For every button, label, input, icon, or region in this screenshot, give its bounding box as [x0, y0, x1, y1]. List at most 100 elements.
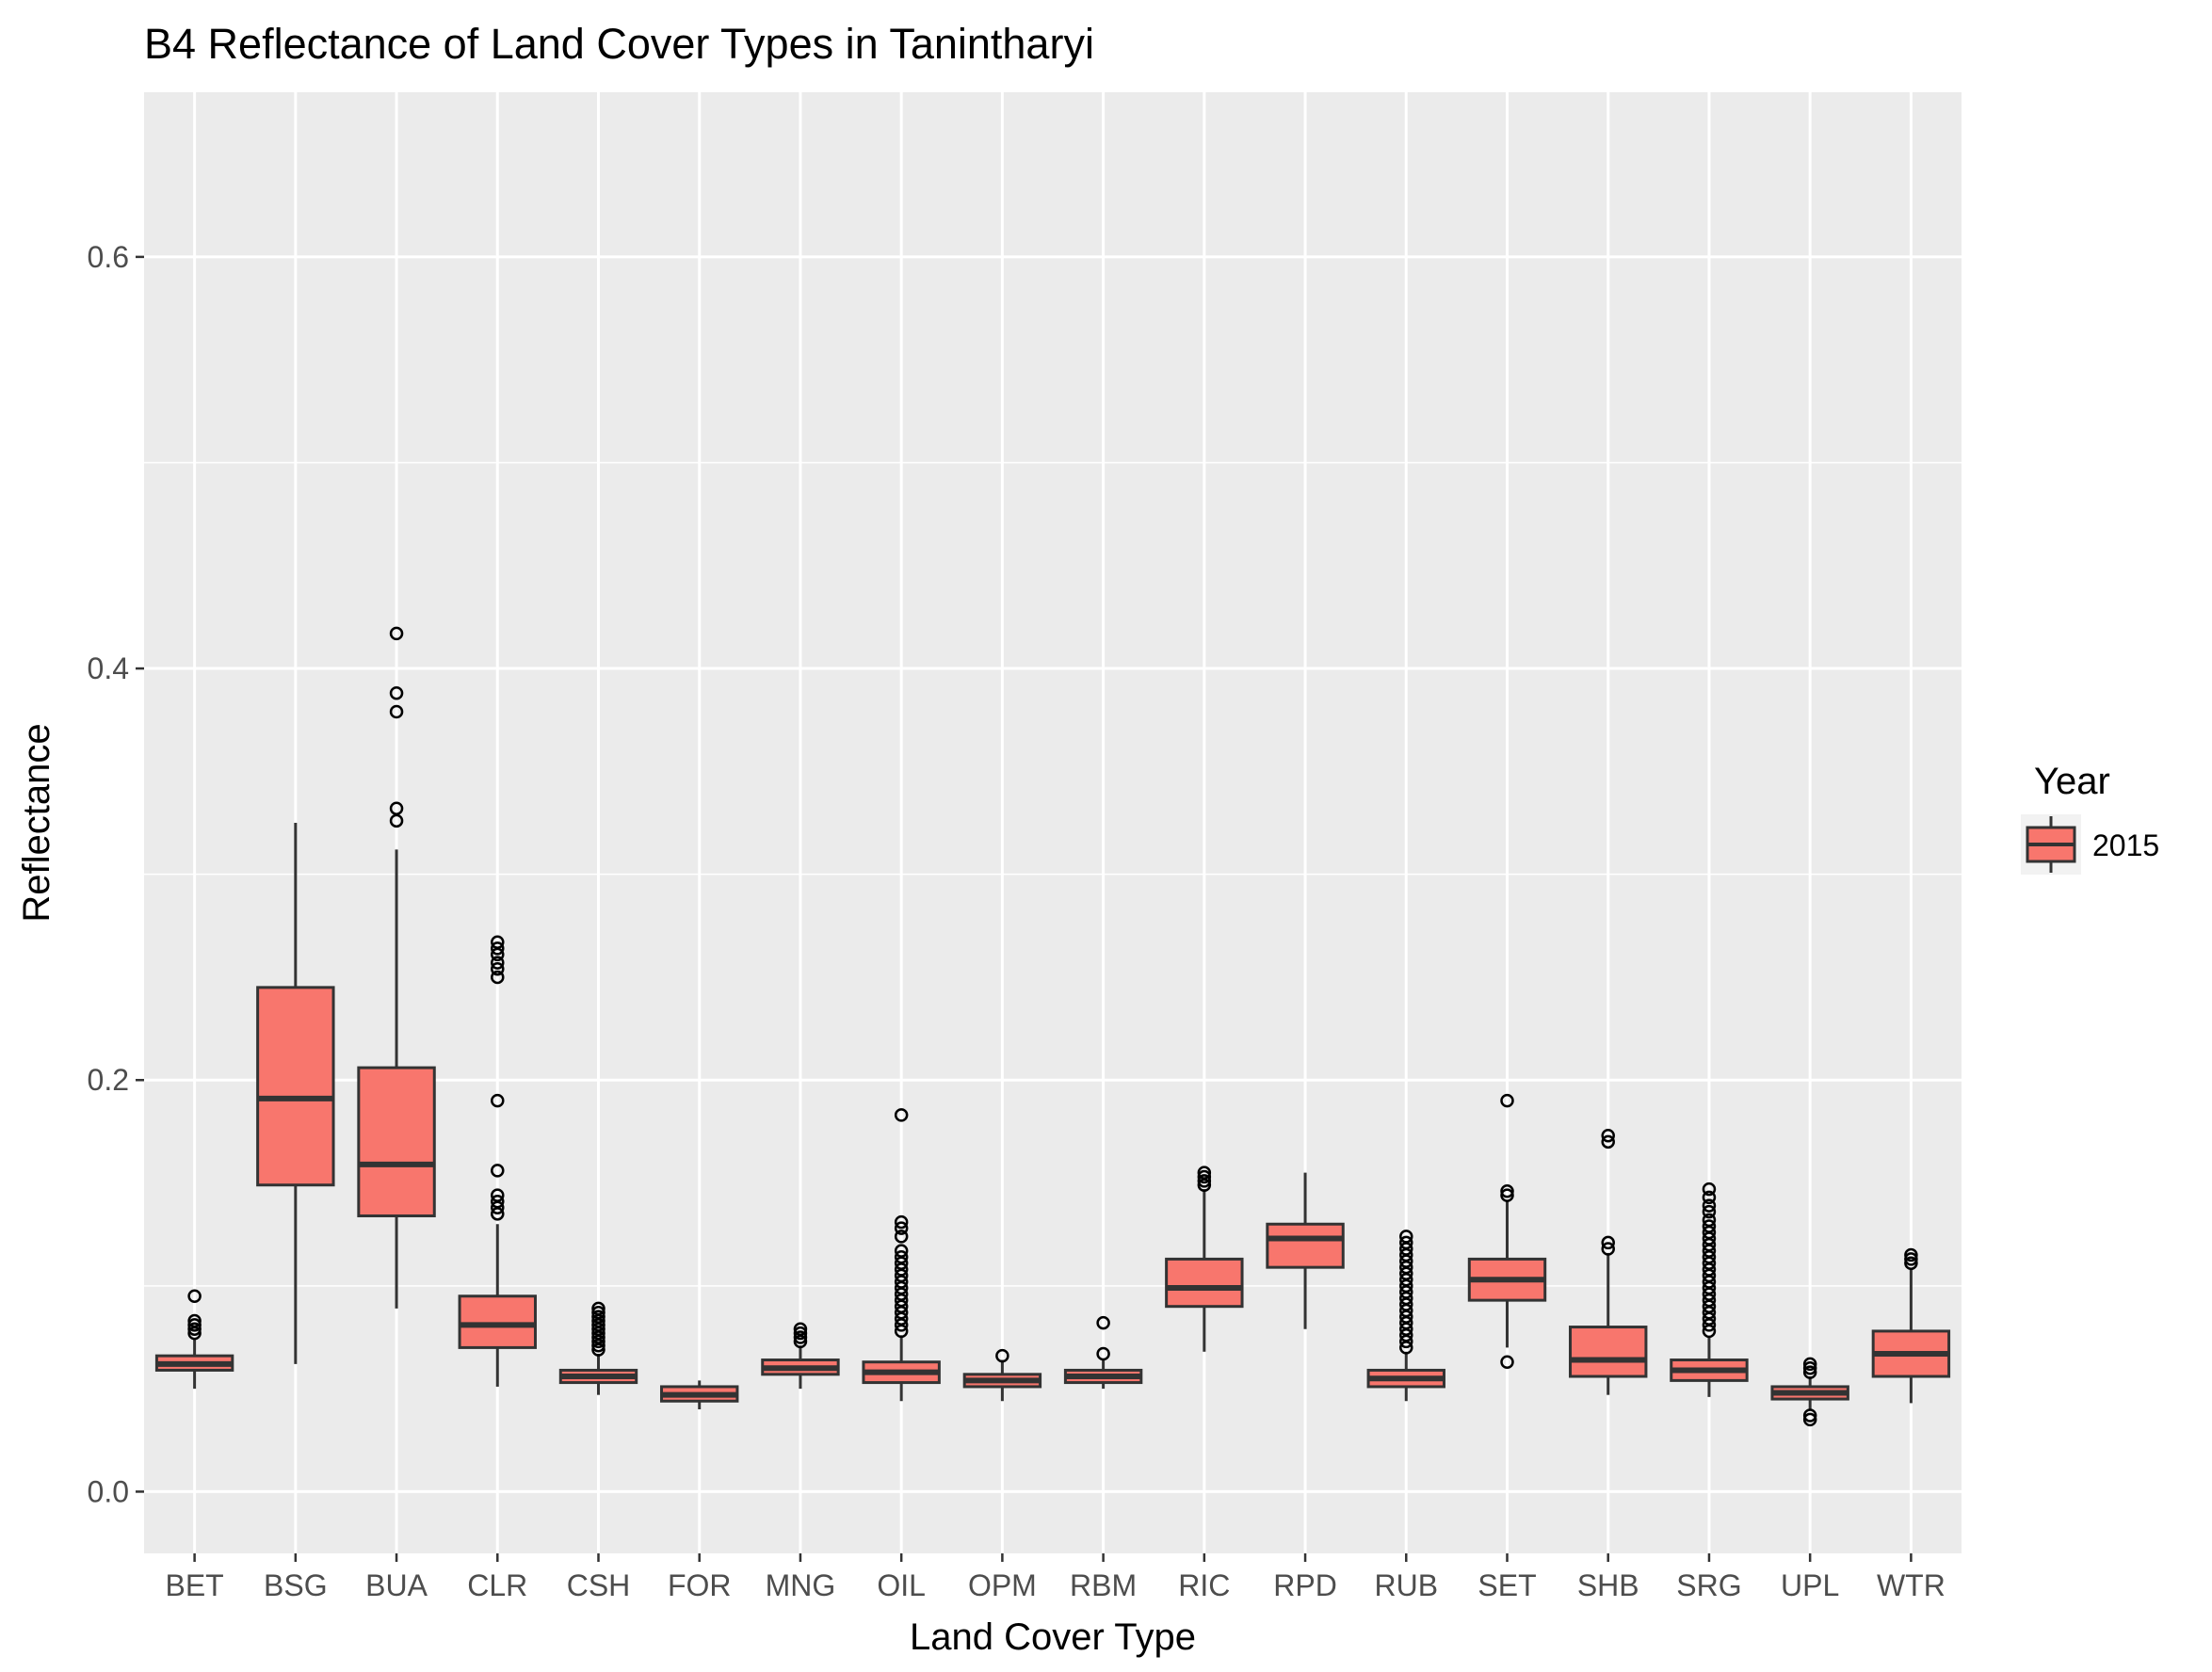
outlier-point: [1904, 1256, 1918, 1271]
x-tick-label: FOR: [668, 1568, 732, 1602]
outlier-point: [1500, 1188, 1514, 1202]
outlier-point: [1802, 1412, 1817, 1427]
outlier-point: [1601, 1129, 1615, 1143]
box-oil: [862, 1108, 941, 1402]
outlier-point: [1702, 1182, 1717, 1197]
outlier-point: [894, 1249, 909, 1264]
box-iqr: [1569, 1326, 1648, 1378]
outlier-point: [1500, 1355, 1514, 1369]
outlier-point: [187, 1313, 202, 1328]
outlier-point: [1702, 1198, 1717, 1213]
x-tick-label: RIC: [1178, 1568, 1230, 1602]
outlier-point: [1096, 1315, 1110, 1330]
legend: Year 2015: [2021, 761, 2159, 875]
outlier-point: [491, 1194, 505, 1209]
outlier-point: [491, 935, 505, 950]
box-mng: [761, 1322, 840, 1390]
boxes: [154, 626, 1951, 1427]
outlier-point: [1904, 1247, 1918, 1262]
box-bet: [154, 1289, 234, 1390]
outlier-point: [491, 1188, 505, 1202]
outlier-point: [1399, 1235, 1413, 1250]
x-tick-label: BET: [165, 1568, 223, 1602]
box-wtr: [1871, 1247, 1951, 1404]
outlier-point: [491, 956, 505, 970]
outlier-point: [1197, 1169, 1212, 1184]
box-shb: [1569, 1129, 1648, 1395]
outlier-point: [894, 1221, 909, 1235]
outlier-point: [1399, 1230, 1413, 1244]
outlier-point: [793, 1330, 808, 1344]
outlier-point: [1702, 1213, 1717, 1228]
outlier-point: [389, 686, 404, 700]
x-tick-label: OIL: [877, 1568, 926, 1602]
outlier-point: [1601, 1242, 1615, 1256]
box-iqr: [357, 1066, 436, 1218]
x-tick-label: BUA: [365, 1568, 428, 1602]
box-iqr: [256, 986, 335, 1187]
x-tick-label: OPM: [968, 1568, 1037, 1602]
outlier-point: [1601, 1134, 1615, 1150]
box-rbm: [1063, 1315, 1143, 1390]
y-tick-label: 0.0: [88, 1474, 129, 1508]
outlier-point: [187, 1318, 202, 1332]
outlier-point: [1802, 1357, 1817, 1372]
outlier-point: [491, 1164, 505, 1178]
outlier-point: [389, 704, 404, 719]
outlier-point: [1702, 1219, 1717, 1233]
outlier-point: [591, 1310, 605, 1324]
box-set: [1467, 1093, 1547, 1369]
box-bua: [357, 626, 436, 1309]
x-tick-label: WTR: [1877, 1568, 1946, 1602]
box-for: [660, 1380, 739, 1409]
outlier-point: [1096, 1346, 1110, 1361]
outlier-point: [1802, 1408, 1817, 1423]
y-tick-label: 0.4: [88, 651, 129, 685]
box-bsg: [256, 823, 335, 1364]
box-iqr: [458, 1294, 537, 1349]
x-tick-label: SRG: [1676, 1568, 1741, 1602]
outlier-point: [1802, 1365, 1817, 1379]
outlier-point: [1500, 1184, 1514, 1198]
outlier-point: [793, 1322, 808, 1336]
legend-title: Year: [2034, 761, 2110, 802]
outlier-point: [793, 1326, 808, 1341]
outlier-point: [491, 941, 505, 956]
plot-panel: [144, 92, 1962, 1553]
axes: 0.0 0.2 0.4 0.6 BET BSG BUA CLR CSH FOR MNG OIL OPM R…: [88, 240, 1946, 1602]
y-axis-label: Reflectance: [16, 723, 57, 922]
outlier-point: [591, 1305, 605, 1320]
box-opm: [962, 1348, 1042, 1402]
box-srg: [1670, 1182, 1749, 1397]
outlier-point: [491, 961, 505, 976]
x-tick-label: RUB: [1374, 1568, 1438, 1602]
box-upl: [1770, 1357, 1849, 1427]
box-clr: [458, 935, 537, 1387]
x-tick-label: SHB: [1577, 1568, 1639, 1602]
outlier-point: [1197, 1174, 1212, 1188]
x-tick-label: MNG: [766, 1568, 836, 1602]
box-rpd: [1266, 1172, 1345, 1329]
box-rub: [1366, 1230, 1445, 1402]
outlier-point: [187, 1289, 202, 1304]
outlier-point: [491, 1093, 505, 1108]
outlier-point: [1904, 1252, 1918, 1266]
outlier-point: [389, 801, 404, 815]
x-tick-label: RBM: [1070, 1568, 1137, 1602]
outlier-point: [389, 626, 404, 641]
legend-entry-label: 2015: [2092, 828, 2159, 862]
outlier-point: [1500, 1093, 1514, 1108]
outlier-point: [1702, 1204, 1717, 1219]
box-iqr: [1165, 1257, 1244, 1309]
outlier-point: [1702, 1190, 1717, 1205]
outlier-point: [1197, 1166, 1212, 1180]
outlier-point: [187, 1322, 202, 1336]
outlier-point: [995, 1348, 1009, 1363]
x-tick-label: RPD: [1273, 1568, 1337, 1602]
outlier-point: [894, 1230, 909, 1244]
x-tick-label: BSG: [264, 1568, 328, 1602]
outlier-point: [591, 1301, 605, 1316]
x-tick-label: SET: [1477, 1568, 1536, 1602]
